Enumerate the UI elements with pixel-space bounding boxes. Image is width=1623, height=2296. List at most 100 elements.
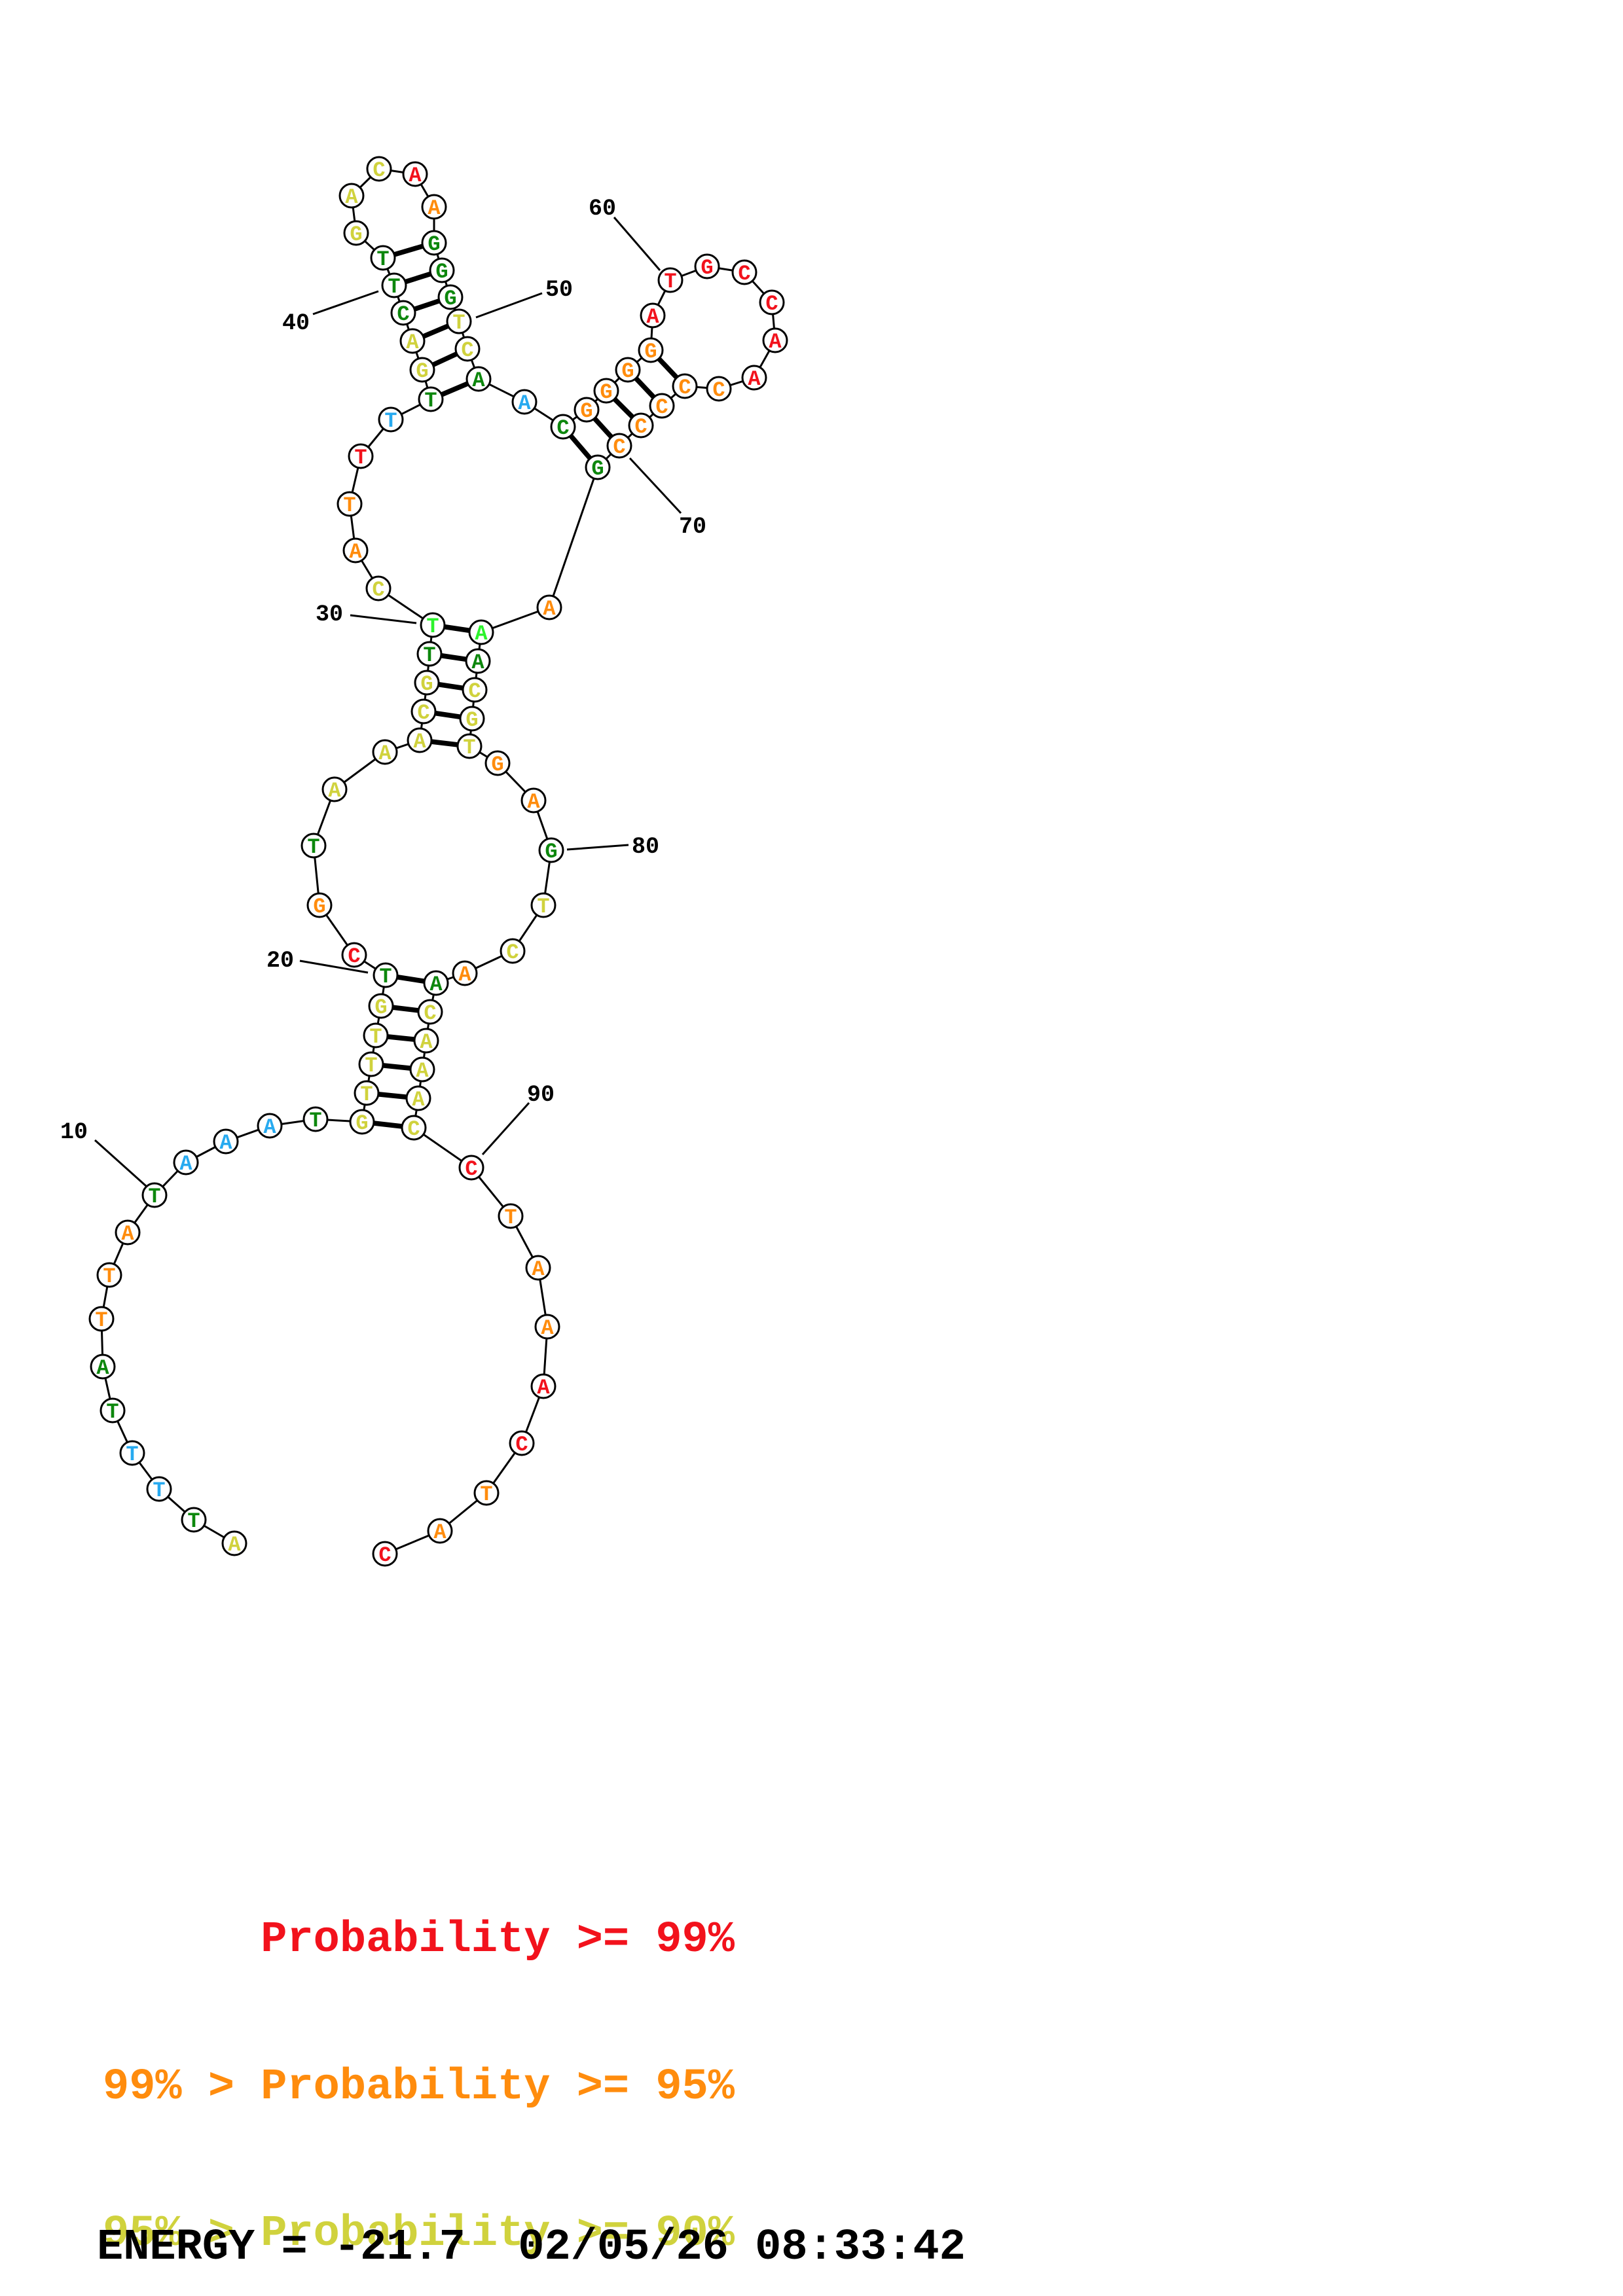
nucleotide-circle [638, 337, 664, 363]
nucleotide-letter: T [424, 389, 437, 413]
nucleotide-letter: G [416, 359, 428, 384]
nucleotide-letter: A [532, 1257, 545, 1282]
nucleotide-circle [484, 750, 511, 776]
nucleotide-letter: T [376, 247, 389, 272]
nucleotide-letter: A [428, 196, 441, 221]
nucleotide-letter: T [148, 1185, 160, 1209]
nucleotide-letter: C [397, 302, 409, 327]
nucleotide-circle [465, 366, 492, 392]
nucleotide-circle [378, 406, 404, 433]
nucleotide-circle [585, 454, 611, 480]
nucleotide-letter: A [121, 1222, 134, 1246]
nucleotide-letter: T [388, 275, 400, 299]
nucleotide-letter: C [678, 376, 691, 400]
nucleotide-letter: T [384, 409, 397, 433]
nucleotide-circle [530, 892, 556, 918]
nucleotide-letter: T [95, 1308, 107, 1333]
nucleotide-circle [213, 1128, 239, 1155]
nucleotide-circle [498, 1203, 524, 1229]
nucleotide-letter: C [373, 158, 385, 183]
nucleotide-circle [456, 733, 483, 759]
nucleotide-circle [530, 1373, 556, 1399]
nucleotide-circle [173, 1149, 199, 1175]
nucleotide-letter: A [475, 622, 488, 646]
nucleotide-letter: A [429, 973, 443, 997]
nucleotide-circle [372, 739, 398, 765]
nucleotide-circle [550, 414, 576, 440]
nucleotide-letter: C [378, 1543, 391, 1568]
nucleotide-letter: A [769, 330, 782, 354]
nucleotide-letter: G [420, 672, 433, 696]
nucleotide-circle [96, 1262, 122, 1288]
nucleotide-letter: A [96, 1356, 109, 1380]
nucleotide-circle [342, 537, 369, 564]
nucleotide-letter: G [545, 840, 557, 864]
nucleotide-circle [405, 1085, 431, 1111]
nucleotide-letter: A [416, 1059, 429, 1083]
nucleotide-circle [500, 938, 526, 964]
nucleotide-letter: T [360, 1083, 373, 1107]
nucleotide-circle [343, 220, 369, 246]
probability-legend: Probability >= 99% 99% > Probability >= … [103, 1818, 735, 2296]
nucleotide-letter: G [444, 287, 456, 311]
nucleotide-circle [257, 1113, 283, 1139]
nucleotide-circle [462, 677, 488, 703]
nucleotide-letter: T [452, 311, 465, 335]
nucleotide-circle [146, 1476, 172, 1502]
label-leader-line [312, 290, 379, 315]
sequence-number-label: 10 [60, 1119, 88, 1145]
nucleotide-circle [372, 1541, 398, 1567]
nucleotide-letter: A [413, 730, 426, 754]
nucleotide-letter: G [313, 895, 325, 919]
nucleotide-circle [420, 612, 446, 638]
nucleotide-letter: T [187, 1509, 200, 1534]
nucleotide-letter: T [369, 1025, 382, 1049]
nucleotide-circle [706, 376, 732, 402]
nucleotide-letter: G [580, 399, 593, 423]
nucleotide-circle [423, 970, 449, 996]
nucleotide-circle [141, 1182, 168, 1208]
nucleotide-circle [465, 648, 491, 674]
nucleotide-circle [370, 245, 396, 271]
nucleotide-letter: T [426, 615, 439, 639]
nucleotide-letter: A [328, 779, 341, 803]
nucleotide-circle [348, 443, 374, 469]
label-leader-line [299, 960, 369, 974]
nucleotide-circle [429, 257, 455, 283]
nucleotide-circle [363, 1022, 389, 1049]
nucleotide-letter: A [378, 742, 392, 766]
nucleotide-letter: T [354, 446, 367, 470]
nucleotide-letter: A [219, 1131, 232, 1155]
legend-line: Probability >= 99% [103, 1915, 735, 1965]
nucleotide-circle [402, 161, 428, 187]
label-leader-line [94, 1139, 147, 1187]
legend-line: 95% > Probability >= 90% [103, 2208, 735, 2259]
nucleotide-circle [694, 253, 720, 279]
sequence-number-label: 60 [589, 196, 616, 222]
backbone-segment [548, 467, 599, 608]
nucleotide-circle [452, 960, 478, 986]
nucleotide-circle [525, 1255, 551, 1281]
energy-line: ENERGY = -21.7 02/05/26 08:33:42 [97, 2223, 966, 2272]
nucleotide-letter: G [701, 256, 713, 280]
nucleotide-circle [119, 1440, 145, 1466]
nucleotide-letter: A [748, 367, 761, 391]
nucleotide-circle [741, 365, 767, 391]
nucleotide-letter: A [472, 368, 485, 393]
nucleotide-circle [115, 1219, 141, 1246]
nucleotide-letter: T [343, 493, 356, 518]
nucleotide-circle [381, 272, 407, 298]
nucleotide-circle [458, 1155, 484, 1181]
nucleotide-letter: G [465, 708, 478, 732]
nucleotide-letter: T [309, 1109, 321, 1133]
nucleotide-circle [349, 1109, 375, 1135]
nucleotide-letter: T [423, 643, 435, 668]
nucleotide-circle [407, 727, 433, 753]
nucleotide-letter: T [365, 1054, 377, 1078]
nucleotide-circle [418, 386, 444, 412]
nucleotide-letter: G [600, 380, 612, 404]
nucleotide-letter: A [541, 1316, 554, 1340]
nucleotide-circle [390, 300, 416, 326]
nucleotide-circle [731, 259, 757, 285]
nucleotide-letter: G [374, 996, 387, 1020]
